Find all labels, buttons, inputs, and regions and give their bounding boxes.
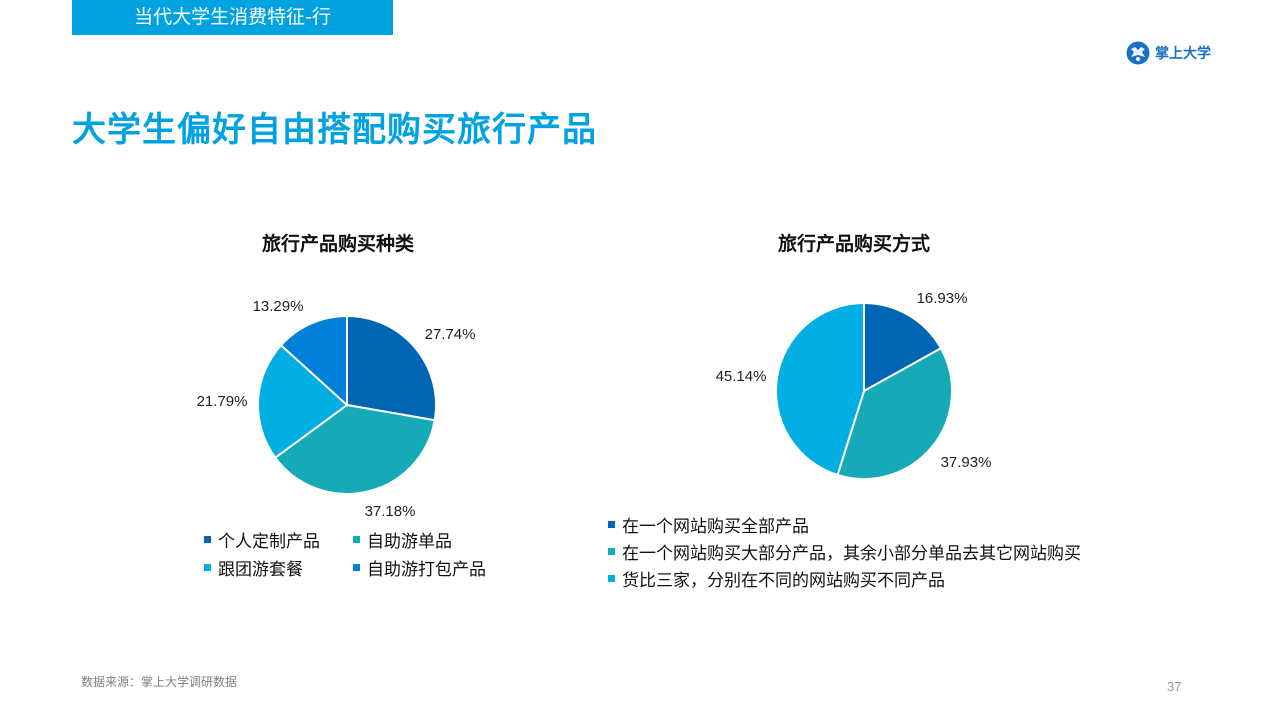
logo-text: 掌上大学 bbox=[1155, 46, 1211, 62]
chart-title-purchase-types: 旅行产品购买种类 bbox=[262, 233, 415, 255]
legend1-swatch-4 bbox=[353, 564, 360, 571]
pie2-data-label-2: 37.93% bbox=[941, 454, 992, 471]
pie2-data-label-1: 16.93% bbox=[917, 290, 968, 307]
page-title: 大学生偏好自由搭配购买旅行产品 bbox=[72, 110, 597, 150]
pie1-slice-4 bbox=[280, 315, 348, 406]
legend2-label-2: 在一个网站购买大部分产品，其余小部分单品去其它网站购买 bbox=[622, 544, 1081, 564]
pie2-data-label-3: 45.14% bbox=[716, 368, 767, 385]
page-number: 37 bbox=[1167, 679, 1182, 694]
legend1-label-4: 自助游打包产品 bbox=[367, 560, 486, 580]
legend2-item-1: 在一个网站购买全部产品 bbox=[608, 512, 809, 537]
data-source-note: 数据来源：掌上大学调研数据 bbox=[81, 675, 238, 689]
legend1-item-4: 自助游打包产品 bbox=[353, 555, 486, 580]
legend2-label-1: 在一个网站购买全部产品 bbox=[622, 517, 809, 537]
legend2-swatch-2 bbox=[608, 548, 615, 555]
brand-logo: 掌上大学 bbox=[1126, 40, 1211, 66]
pie-chart-purchase-methods: 16.93% 37.93% 45.14% bbox=[716, 290, 992, 480]
legend1-item-1: 个人定制产品 bbox=[204, 527, 320, 552]
legend2-item-3: 货比三家，分别在不同的网站购买不同产品 bbox=[608, 566, 945, 591]
legend1-swatch-3 bbox=[204, 564, 211, 571]
pie1-slice-3 bbox=[257, 344, 348, 459]
logo-icon bbox=[1126, 41, 1150, 65]
pie2-slice-3 bbox=[775, 302, 865, 476]
legend1-label-3: 跟团游套餐 bbox=[218, 560, 303, 580]
legend2-swatch-3 bbox=[608, 575, 615, 582]
legend2-label-3: 货比三家，分别在不同的网站购买不同产品 bbox=[622, 571, 945, 591]
legend1-item-3: 跟团游套餐 bbox=[204, 555, 303, 580]
pie1-data-label-2: 37.18% bbox=[365, 503, 416, 520]
pie1-slice-1 bbox=[346, 315, 437, 422]
chart-title-purchase-methods: 旅行产品购买方式 bbox=[778, 233, 931, 255]
legend1-label-2: 自助游单品 bbox=[367, 532, 452, 552]
legend2-swatch-1 bbox=[608, 521, 615, 528]
pie1-data-label-4: 13.29% bbox=[253, 298, 304, 315]
pie-chart-purchase-types: 27.74% 37.18% 21.79% 13.29% bbox=[197, 298, 476, 520]
pie1-slice-2 bbox=[274, 404, 436, 495]
legend1-label-1: 个人定制产品 bbox=[218, 532, 320, 552]
pie1-data-label-3: 21.79% bbox=[197, 393, 248, 410]
pie2-slice-1 bbox=[863, 302, 942, 392]
legend1-swatch-1 bbox=[204, 536, 211, 543]
legend1-item-2: 自助游单品 bbox=[353, 527, 452, 552]
legend2-item-2: 在一个网站购买大部分产品，其余小部分单品去其它网站购买 bbox=[608, 539, 1081, 564]
legend1-swatch-2 bbox=[353, 536, 360, 543]
pie2-slice-2 bbox=[836, 347, 953, 480]
pie1-data-label-1: 27.74% bbox=[425, 326, 476, 343]
section-tag: 当代大学生消费特征-行 bbox=[72, 0, 393, 35]
